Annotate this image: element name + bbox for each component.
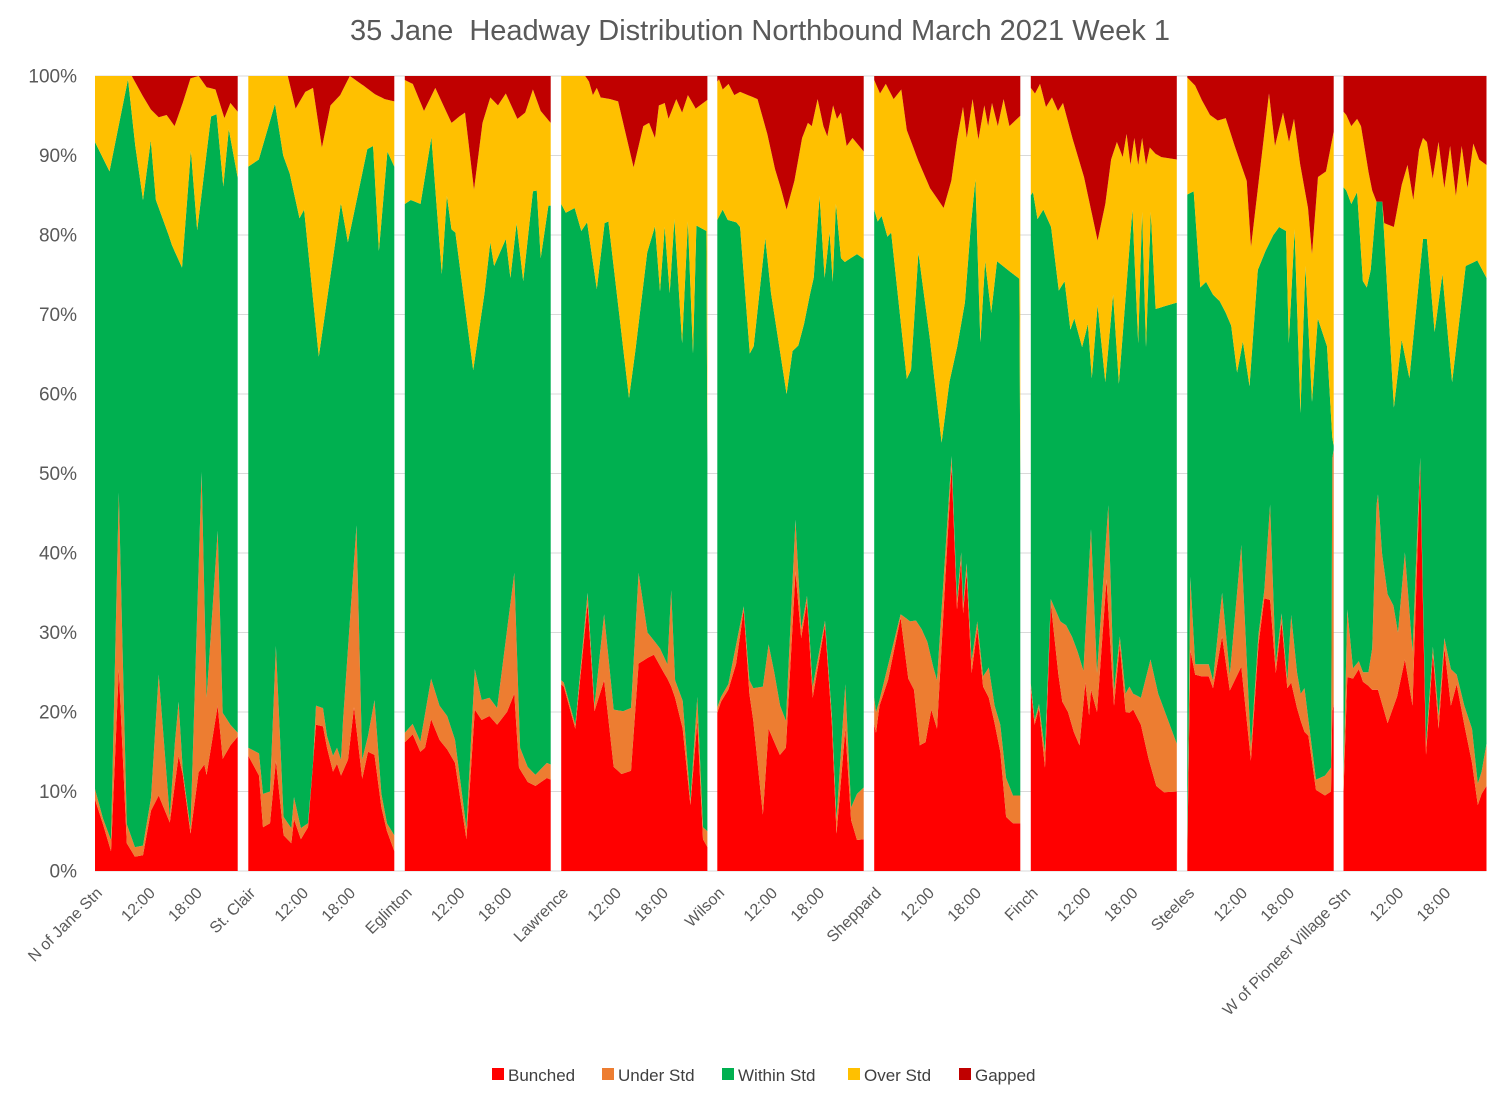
svg-text:100%: 100% bbox=[28, 67, 77, 88]
svg-text:80%: 80% bbox=[39, 226, 77, 247]
svg-text:50%: 50% bbox=[39, 464, 77, 485]
svg-text:60%: 60% bbox=[39, 385, 77, 406]
svg-text:0%: 0% bbox=[50, 862, 78, 883]
svg-text:Bunched: Bunched bbox=[508, 1066, 575, 1085]
svg-text:Over Std: Over Std bbox=[864, 1066, 931, 1085]
svg-text:40%: 40% bbox=[39, 544, 77, 565]
svg-text:30%: 30% bbox=[39, 623, 77, 644]
svg-text:90%: 90% bbox=[39, 146, 77, 167]
svg-text:70%: 70% bbox=[39, 305, 77, 326]
svg-text:Within Std: Within Std bbox=[738, 1066, 815, 1085]
svg-text:10%: 10% bbox=[39, 782, 77, 803]
svg-text:20%: 20% bbox=[39, 703, 77, 724]
svg-text:Under Std: Under Std bbox=[618, 1066, 695, 1085]
svg-text:Gapped: Gapped bbox=[975, 1066, 1036, 1085]
svg-text:35 Jane Headway Distribution: 35 Jane Headway Distribution Northbound … bbox=[350, 15, 1170, 47]
